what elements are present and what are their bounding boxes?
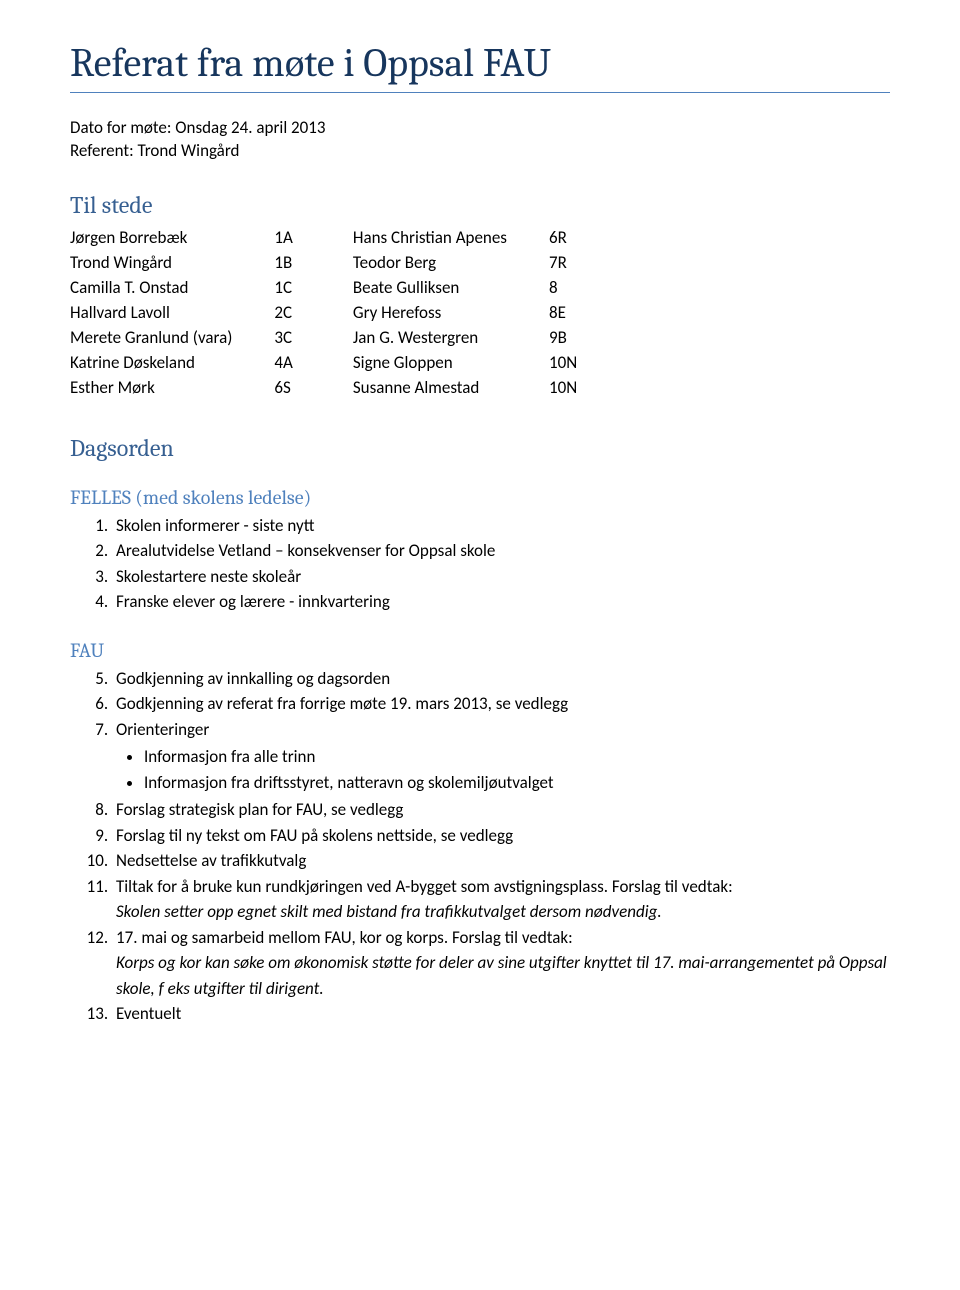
- attendee-name: Trond Wingård: [70, 252, 232, 273]
- attendee-name: Beate Gulliksen: [353, 277, 507, 298]
- list-item: Tiltak for å bruke kun rundkjøringen ved…: [112, 874, 890, 925]
- meta-block: Dato for møte: Onsdag 24. april 2013 Ref…: [70, 117, 890, 163]
- attendee-class: 1C: [274, 277, 292, 298]
- list-item: 17. mai og samarbeid mellom FAU, kor og …: [112, 925, 890, 1002]
- page-title: Referat fra møte i Oppsal FAU: [70, 40, 890, 93]
- attendee-name: Susanne Almestad: [353, 377, 507, 398]
- list-item-lead: 17. mai og samarbeid mellom FAU, kor og …: [116, 927, 573, 948]
- sub-list: Informasjon fra alle trinn Informasjon f…: [116, 744, 890, 795]
- attendee-class: 9B: [549, 327, 577, 348]
- list-item: Godkjenning av referat fra forrige møte …: [112, 691, 890, 717]
- attendee-class: 7R: [549, 252, 577, 273]
- meta-date: Dato for møte: Onsdag 24. april 2013: [70, 117, 890, 140]
- list-item: Skolen informerer - siste nytt: [112, 513, 890, 539]
- sub-list-item: Informasjon fra driftsstyret, natteravn …: [144, 770, 890, 796]
- sub-list-item: Informasjon fra alle trinn: [144, 744, 890, 770]
- meta-referent: Referent: Trond Wingård: [70, 140, 890, 163]
- list-item-lead: Orienteringer: [116, 719, 209, 740]
- attendee-name: Esther Mørk: [70, 377, 232, 398]
- attendee-name: Katrine Døskeland: [70, 352, 232, 373]
- list-item-lead: Tiltak for å bruke kun rundkjøringen ved…: [116, 876, 733, 897]
- list-item-italic: Korps og kor kan søke om økonomisk støtt…: [116, 950, 890, 1001]
- list-item: Forslag til ny tekst om FAU på skolens n…: [112, 823, 890, 849]
- attendees-left-col: Jørgen Borrebæk 1A Trond Wingård 1B Camill…: [70, 227, 293, 398]
- list-item-italic: Skolen setter opp egnet skilt med bistan…: [116, 899, 890, 925]
- felles-list: Skolen informerer - siste nytt Arealutvi…: [70, 513, 890, 615]
- attendee-class: 1B: [274, 252, 292, 273]
- attendee-name: Camilla T. Onstad: [70, 277, 232, 298]
- list-item: Franske elever og lærere - innkvartering: [112, 589, 890, 615]
- fau-heading: FAU: [70, 639, 890, 662]
- attendee-class: 10N: [549, 352, 577, 373]
- agenda-heading: Dagsorden: [70, 434, 890, 462]
- attendee-class: 1A: [274, 227, 292, 248]
- attendee-name: Hans Christian Apenes: [353, 227, 507, 248]
- list-item: Arealutvidelse Vetland – konsekvenser fo…: [112, 538, 890, 564]
- attendee-class: 3C: [274, 327, 292, 348]
- attendee-class: 2C: [274, 302, 292, 323]
- attendee-name: Hallvard Lavoll: [70, 302, 232, 323]
- list-item: Nedsettelse av trafikkutvalg: [112, 848, 890, 874]
- attendees-right-col: Hans Christian Apenes 6R Teodor Berg 7R Be…: [353, 227, 577, 398]
- attendee-class: 8: [549, 277, 577, 298]
- fau-list: Godkjenning av innkalling og dagsorden G…: [70, 666, 890, 1027]
- attendee-name: Jørgen Borrebæk: [70, 227, 232, 248]
- attendee-name: Teodor Berg: [353, 252, 507, 273]
- list-item: Forslag strategisk plan for FAU, se vedl…: [112, 797, 890, 823]
- attendee-class: 6R: [549, 227, 577, 248]
- attendee-class: 8E: [549, 302, 577, 323]
- attendee-class: 4A: [274, 352, 292, 373]
- list-item: Eventuelt: [112, 1001, 890, 1027]
- attendee-name: Jan G. Westergren: [353, 327, 507, 348]
- list-item: Orienteringer Informasjon fra alle trinn…: [112, 717, 890, 796]
- attendees-heading: Til stede: [70, 191, 890, 219]
- attendee-name: Signe Gloppen: [353, 352, 507, 373]
- felles-heading: FELLES (med skolens ledelse): [70, 486, 890, 509]
- attendee-name: Gry Herefoss: [353, 302, 507, 323]
- attendees-table: Jørgen Borrebæk 1A Trond Wingård 1B Camill…: [70, 227, 890, 398]
- attendee-class: 6S: [274, 377, 292, 398]
- list-item: Godkjenning av innkalling og dagsorden: [112, 666, 890, 692]
- list-item: Skolestartere neste skoleår: [112, 564, 890, 590]
- attendee-class: 10N: [549, 377, 577, 398]
- attendee-name: Merete Granlund (vara): [70, 327, 232, 348]
